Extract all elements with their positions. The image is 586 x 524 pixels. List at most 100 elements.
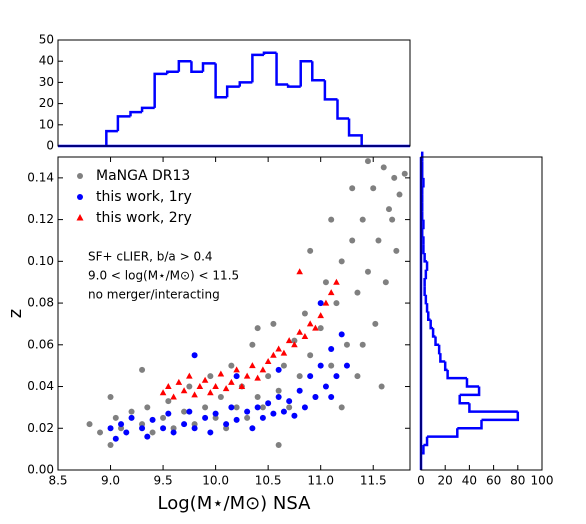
point (254, 404, 261, 411)
histogram-bar (105, 129, 118, 146)
histogram-bar (458, 394, 470, 405)
histogram-bar (275, 52, 289, 86)
point (349, 237, 356, 244)
point (338, 258, 345, 265)
point (249, 341, 256, 348)
point (317, 325, 324, 332)
histogram-bar (238, 81, 253, 87)
point (333, 278, 340, 285)
point (322, 299, 330, 306)
point (259, 414, 266, 421)
histogram-bar (422, 219, 425, 230)
histogram-bar (129, 110, 143, 117)
x-tick-label: 9.5 (154, 474, 173, 488)
point (228, 378, 235, 385)
point (307, 247, 314, 254)
histogram-bar (225, 85, 240, 98)
point (160, 414, 167, 421)
point (275, 366, 282, 373)
point (328, 216, 335, 223)
point (333, 300, 340, 307)
histogram-bar (422, 177, 425, 188)
histogram-bar (423, 436, 429, 447)
point (186, 383, 193, 390)
point (328, 345, 335, 352)
histogram-bar (425, 303, 429, 313)
point (118, 425, 125, 432)
point (275, 345, 282, 352)
histogram-bar (286, 84, 301, 88)
point (291, 337, 298, 344)
point (212, 383, 219, 390)
histogram-bar (420, 169, 424, 180)
point (97, 429, 104, 436)
histogram-bar (420, 227, 424, 238)
point (312, 324, 319, 331)
point (264, 357, 272, 364)
histogram-bar (434, 336, 440, 347)
point (207, 429, 214, 436)
point (191, 352, 198, 359)
point (301, 310, 308, 317)
histogram-bar (427, 428, 459, 438)
point (372, 320, 379, 327)
point (338, 404, 345, 411)
point (139, 421, 146, 428)
point (139, 366, 146, 373)
x-tick-label: 10.0 (202, 474, 229, 488)
point (328, 393, 335, 400)
x-tick-label: 20 (438, 474, 453, 488)
point (222, 385, 230, 392)
annotation: 9.0 < log(M⋆/M⊙) < 11.5 (88, 269, 239, 283)
point (312, 393, 319, 400)
legend-marker (77, 173, 83, 179)
point (375, 237, 382, 244)
y-tick-label: 10 (39, 117, 54, 131)
point (343, 362, 350, 369)
point (389, 216, 396, 223)
point (280, 349, 288, 356)
point (391, 174, 398, 181)
point (144, 433, 151, 440)
histogram-bar (459, 386, 481, 397)
histogram-bar (214, 63, 228, 99)
histogram-bar (465, 378, 480, 388)
point (280, 362, 287, 369)
point (327, 289, 335, 296)
point (128, 414, 135, 421)
point (181, 421, 188, 428)
histogram-bar (423, 286, 426, 296)
point (307, 373, 314, 380)
y-tick-label: 0.06 (27, 337, 54, 351)
point (322, 383, 329, 390)
point (378, 383, 385, 390)
point (275, 387, 282, 394)
point (359, 341, 366, 348)
histogram-bar (177, 59, 192, 72)
point (244, 414, 251, 421)
point (364, 268, 371, 275)
x-tick-label: 11.0 (307, 474, 334, 488)
histogram-bar (446, 369, 467, 380)
histogram-bar (347, 118, 363, 146)
point (380, 164, 387, 171)
histogram-bar (439, 353, 446, 363)
point (202, 414, 209, 421)
histogram-bar (323, 80, 338, 101)
point (328, 362, 335, 369)
point (202, 404, 209, 411)
point (317, 300, 324, 307)
point (338, 331, 345, 338)
point (244, 408, 251, 415)
point (296, 373, 303, 380)
histogram-bar (468, 403, 518, 413)
point (180, 387, 188, 394)
point (254, 325, 261, 332)
point (149, 416, 156, 423)
histogram-bar (424, 269, 428, 280)
point (296, 387, 303, 394)
histogram-bar (140, 106, 155, 113)
point (270, 320, 277, 327)
histogram-bar (262, 51, 277, 55)
point (165, 398, 172, 405)
